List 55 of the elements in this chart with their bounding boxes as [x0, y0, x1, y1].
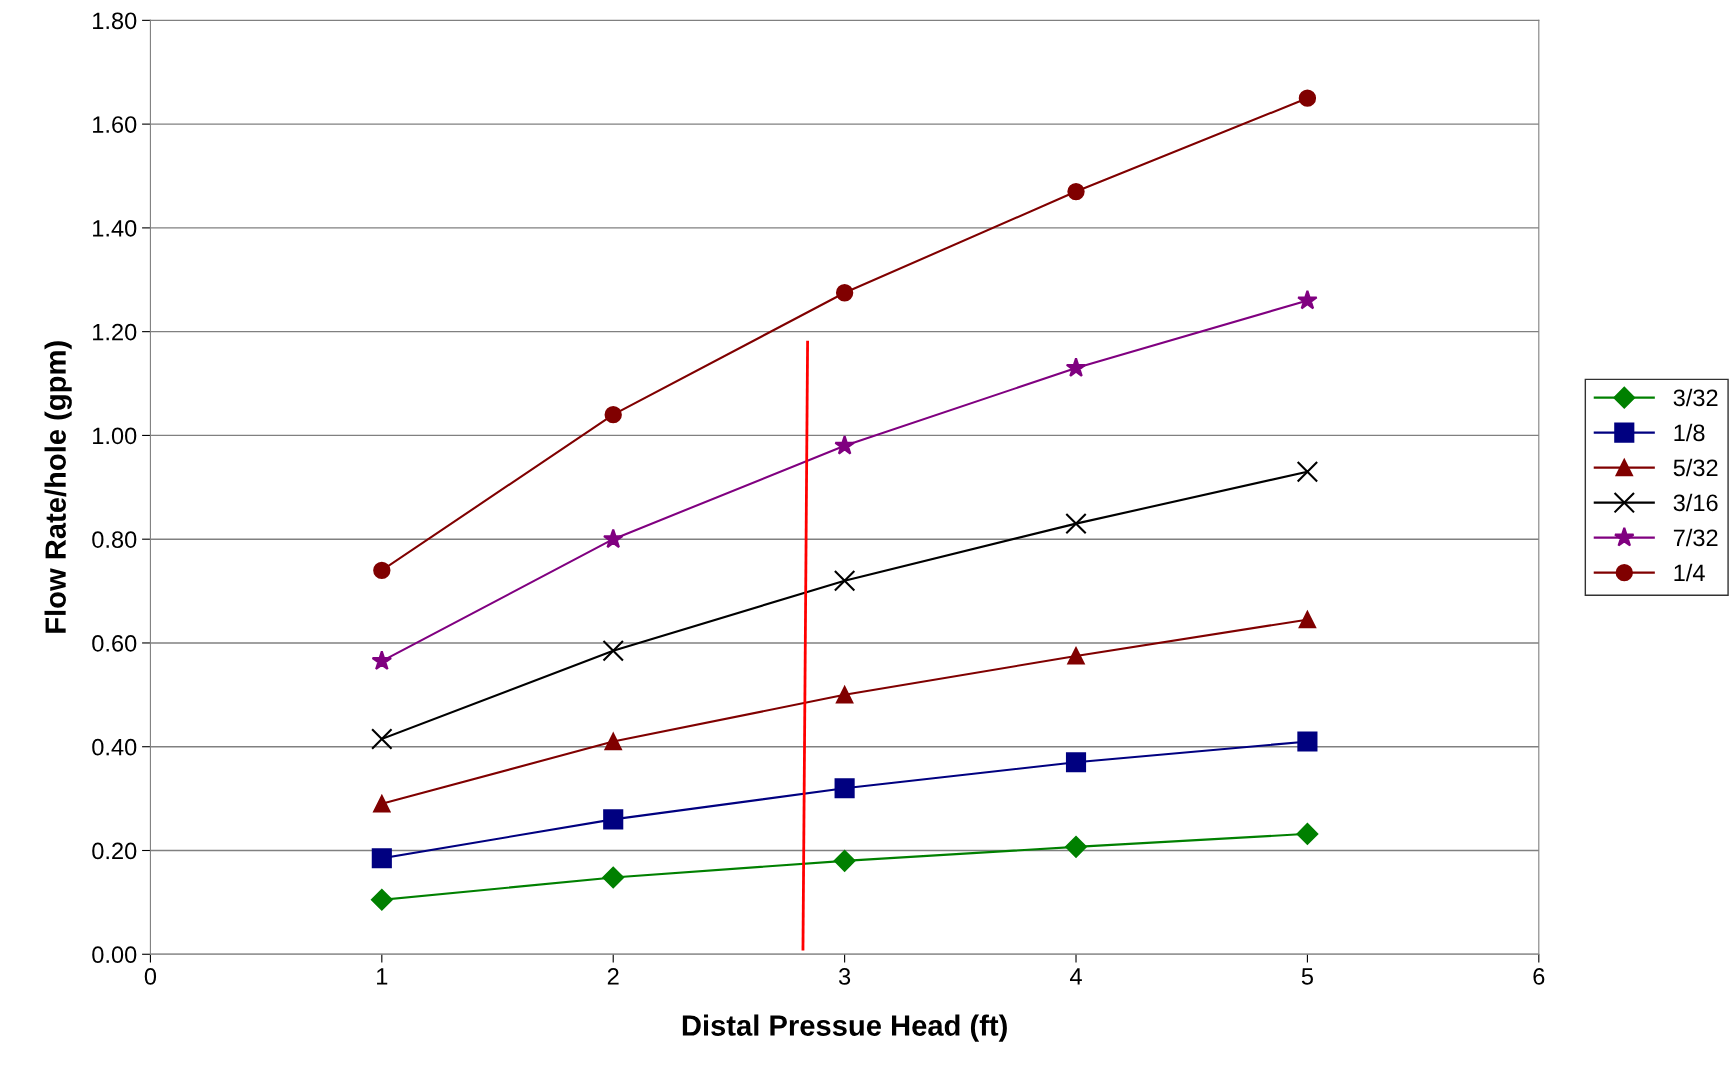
y-tick-label: 1.80: [93, 12, 137, 30]
point: [371, 848, 392, 869]
x-tick-label: 3: [838, 968, 851, 985]
point: [1298, 610, 1317, 629]
point: [1067, 647, 1085, 665]
x-tick-label: 0: [144, 968, 157, 985]
point: [602, 639, 624, 662]
x-tick-label: 6: [1533, 968, 1545, 985]
y-tick-label: 1.40: [93, 219, 137, 237]
y-tick-label: 0.40: [92, 738, 137, 756]
point: [1296, 460, 1319, 483]
point: [602, 528, 624, 549]
point: [1065, 512, 1087, 535]
y-tick-label: 0.60: [92, 635, 137, 652]
x-tick-label: 4: [1069, 968, 1082, 985]
legend-label: 1/8: [1674, 423, 1705, 442]
point: [604, 405, 622, 424]
x-tick-label: 1: [377, 968, 388, 985]
y-tick-label: 0.00: [92, 946, 137, 964]
point: [1065, 357, 1087, 377]
x-tick-label: 2: [607, 968, 619, 985]
legend-label: 5/32: [1673, 458, 1718, 477]
point: [1297, 731, 1318, 752]
point: [371, 728, 393, 750]
point: [1297, 289, 1318, 310]
point: [1067, 182, 1085, 201]
x-axis-title: Distal Pressue Head (ft): [682, 1014, 1007, 1042]
legend-label: 1/4: [1674, 563, 1705, 582]
point: [373, 561, 391, 579]
point: [833, 850, 856, 872]
point: [1298, 89, 1317, 107]
point: [835, 686, 854, 704]
point: [602, 866, 625, 889]
legend-label: 3/32: [1673, 388, 1718, 407]
x-tick-label: 5: [1301, 968, 1313, 985]
point: [835, 284, 854, 302]
point: [1296, 823, 1319, 845]
point: [1065, 752, 1087, 773]
point: [371, 650, 393, 671]
y-tick-label: 0.20: [92, 842, 137, 860]
point: [1065, 836, 1087, 858]
legend-label: 3/16: [1673, 493, 1718, 512]
y-tick-label: 1.60: [93, 116, 137, 133]
y-tick-label: 1.20: [93, 323, 137, 341]
point: [834, 435, 855, 455]
point: [604, 732, 622, 751]
legend-label: 7/32: [1673, 528, 1718, 547]
y-tick-label: 0.80: [92, 531, 137, 548]
point: [373, 795, 391, 813]
y-axis-title: Flow Rate/hole (gpm): [44, 341, 72, 633]
point: [603, 809, 624, 830]
point: [834, 778, 855, 799]
y-tick-label: 1.00: [93, 427, 137, 445]
point: [833, 569, 856, 592]
point: [370, 888, 393, 911]
